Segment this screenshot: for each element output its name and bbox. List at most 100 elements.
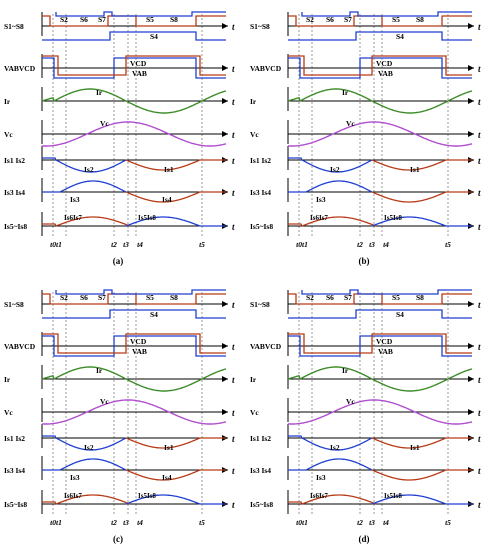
is2-trace <box>288 435 373 451</box>
vab-trace <box>42 335 226 357</box>
switch-label: S5 <box>146 15 154 24</box>
row-label-i58: Is5~Is8 <box>4 500 27 509</box>
axis-symbol-t: t <box>232 22 235 32</box>
switch-trace-s4 <box>42 309 226 319</box>
axis-arrow <box>468 301 474 307</box>
panel-caption: (d) <box>359 534 370 544</box>
switch-label: S8 <box>416 15 424 24</box>
ir-trace <box>287 88 473 114</box>
row-label-s: S1~S8 <box>250 300 270 309</box>
panel-d: t S1~S8 t VABVCD t Ir t Vc t Is1 Is2 t Is3 Is4 t Is5~… <box>250 289 481 544</box>
vab-trace <box>42 57 226 79</box>
switch-trace-s4 <box>288 31 472 41</box>
vab-label: VAB <box>378 347 393 356</box>
ir-trace <box>287 366 473 392</box>
row-label-ir: Ir <box>4 97 11 106</box>
axis-symbol-t: t <box>232 156 235 166</box>
axis-symbol-t: t <box>232 64 235 74</box>
panel-b: t S1~S8 t VABVCD t Ir t Vc t Is1 Is2 t Is3 Is4 t Is5~… <box>250 11 481 266</box>
row-label-i58: Is5~Is8 <box>250 500 273 509</box>
switch-trace-red <box>288 293 472 305</box>
row-label-i34: Is3 Is4 <box>250 188 271 197</box>
axis-arrow <box>222 376 228 382</box>
switch-label: S4 <box>396 32 404 41</box>
vcd-label: VCD <box>130 59 147 68</box>
time-mark-label: t5 <box>445 240 451 249</box>
axis-symbol-t: t <box>478 188 481 198</box>
axis-symbol-t: t <box>478 408 481 418</box>
vcd-trace <box>288 333 472 354</box>
panel-a: t S1~S8 t VABVCD t Ir t Vc t Is1 Is2 t Is3 Is4 t Is5~… <box>4 11 235 266</box>
is1-label: Is1 <box>164 165 174 174</box>
axis-arrow <box>468 98 474 104</box>
axis-arrow <box>468 376 474 382</box>
time-mark-label: t4 <box>383 240 389 249</box>
row-label-i34: Is3 Is4 <box>4 188 25 197</box>
switch-label: S8 <box>170 293 178 302</box>
is6is7-label: Is6Is7 <box>64 214 82 222</box>
ir-label: Ir <box>342 366 349 375</box>
time-mark-label: t3 <box>123 240 129 249</box>
axis-symbol-t: t <box>232 130 235 140</box>
switch-trace-red <box>288 15 472 27</box>
is1-label: Is1 <box>410 443 420 452</box>
is1-trace <box>125 159 226 171</box>
is5is8-label: Is5Is8 <box>384 214 402 222</box>
row-label-i12: Is1 Is2 <box>250 156 271 165</box>
switch-label: S4 <box>150 310 158 319</box>
switch-label: S5 <box>146 293 154 302</box>
vcd-label: VCD <box>376 59 393 68</box>
ir-label: Ir <box>96 366 103 375</box>
axis-symbol-t: t <box>478 22 481 32</box>
ir-label: Ir <box>96 88 103 97</box>
vc-trace <box>288 399 473 425</box>
axis-arrow <box>222 23 228 29</box>
row-label-i12: Is1 Is2 <box>4 434 25 443</box>
time-mark-label: t5 <box>199 240 205 249</box>
vc-label: Vc <box>346 119 355 128</box>
is1-label: Is1 <box>410 165 420 174</box>
time-mark-label: t0t1 <box>50 518 62 527</box>
switch-label: S6 <box>326 293 334 302</box>
is4-trace <box>125 469 226 481</box>
axis-symbol-t: t <box>232 408 235 418</box>
switch-label: S7 <box>98 293 106 302</box>
switch-trace-red <box>42 15 226 27</box>
axis-arrow <box>468 409 474 415</box>
vc-label: Vc <box>346 397 355 406</box>
axis-symbol-t: t <box>232 434 235 444</box>
axis-symbol-t: t <box>232 300 235 310</box>
is1-trace <box>371 159 472 171</box>
axis-symbol-t: t <box>478 64 481 74</box>
time-mark-label: t4 <box>137 240 143 249</box>
is3-trace <box>288 180 373 193</box>
vc-trace <box>288 121 473 147</box>
switch-label: S7 <box>344 15 352 24</box>
is6is7-label: Is6Is7 <box>310 214 328 222</box>
vcd-trace <box>288 55 472 76</box>
time-mark-label: t2 <box>111 518 117 527</box>
axis-symbol-t: t <box>232 342 235 352</box>
is6is7-trace <box>288 216 377 227</box>
is5is8-trace <box>371 494 472 505</box>
axis-arrow <box>222 65 228 71</box>
vcd-trace <box>42 333 226 354</box>
is4-trace <box>371 469 472 481</box>
axis-symbol-t: t <box>232 500 235 510</box>
row-label-s: S1~S8 <box>4 300 24 309</box>
row-label-v: VABVCD <box>4 64 36 73</box>
is1-trace <box>125 437 226 449</box>
row-label-vc: Vc <box>250 408 259 417</box>
is6is7-trace <box>42 494 131 505</box>
switch-label: S2 <box>60 293 68 302</box>
panel-caption: (a) <box>113 256 124 266</box>
axis-symbol-t: t <box>478 222 481 232</box>
time-mark-label: t0t1 <box>296 240 308 249</box>
is3-label: Is3 <box>70 473 80 482</box>
axis-symbol-t: t <box>478 434 481 444</box>
time-mark-label: t3 <box>369 240 375 249</box>
vc-trace <box>42 121 227 147</box>
axis-symbol-t: t <box>232 375 235 385</box>
